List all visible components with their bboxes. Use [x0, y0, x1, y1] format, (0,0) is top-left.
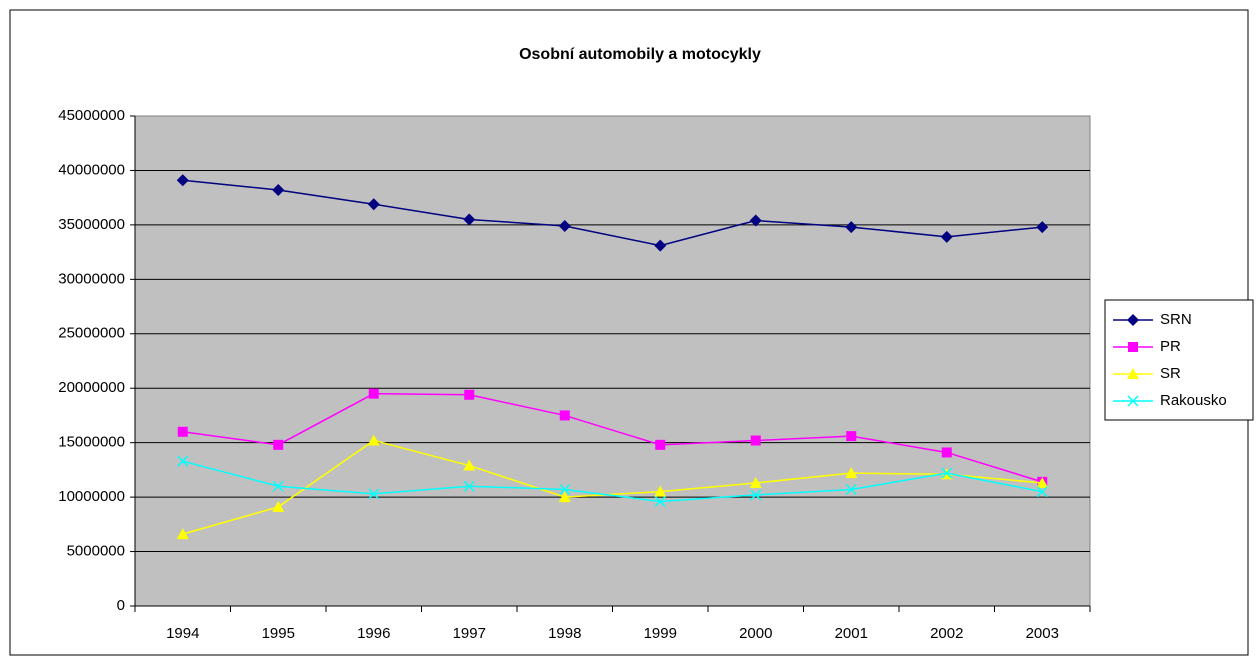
x-tick-label: 2003 — [1026, 625, 1059, 642]
marker — [367, 434, 380, 446]
marker — [559, 410, 570, 421]
y-tick-label: 25000000 — [58, 325, 125, 342]
y-tick-label: 10000000 — [58, 488, 125, 505]
marker — [1127, 395, 1139, 407]
y-tick-label: 45000000 — [58, 107, 125, 124]
marker — [845, 483, 857, 496]
chart-title: Osobní automobily a motocykly — [519, 46, 761, 63]
marker — [559, 483, 571, 496]
marker — [177, 426, 188, 437]
marker — [177, 455, 189, 467]
marker — [273, 439, 284, 450]
y-tick-label: 40000000 — [58, 161, 125, 178]
marker — [272, 184, 285, 197]
y-tick-label: 5000000 — [67, 543, 125, 560]
marker — [558, 491, 571, 503]
marker — [463, 213, 476, 226]
legend-label: SRN — [1160, 311, 1192, 328]
marker — [1036, 486, 1048, 498]
marker — [176, 174, 189, 187]
marker — [1127, 368, 1139, 379]
legend-label: Rakousko — [1160, 392, 1227, 409]
marker — [750, 435, 761, 446]
legend-label: SR — [1160, 365, 1181, 382]
x-tick-label: 1995 — [262, 625, 295, 642]
marker — [176, 528, 189, 540]
marker — [368, 388, 379, 399]
plot-area — [134, 115, 1091, 607]
x-tick-label: 2002 — [930, 625, 963, 642]
x-tick-label: 1997 — [453, 625, 486, 642]
legend-label: PR — [1160, 338, 1181, 355]
marker — [558, 219, 571, 232]
x-tick-label: 1994 — [166, 625, 199, 642]
marker — [463, 480, 475, 492]
x-tick-label: 2000 — [739, 625, 772, 642]
series-line — [182, 392, 1043, 483]
y-tick-label: 35000000 — [58, 216, 125, 233]
marker — [368, 488, 380, 500]
marker — [750, 489, 762, 501]
x-tick-label: 1999 — [644, 625, 677, 642]
marker — [941, 467, 953, 479]
series-line — [182, 179, 1043, 247]
marker — [749, 476, 762, 488]
marker — [654, 239, 667, 252]
marker — [655, 439, 666, 450]
marker — [846, 431, 857, 442]
marker — [272, 480, 284, 492]
y-tick-label: 30000000 — [58, 270, 125, 287]
series-line — [182, 439, 1043, 535]
marker — [463, 459, 476, 471]
marker — [845, 467, 858, 479]
x-tick-label: 2001 — [835, 625, 868, 642]
marker — [1128, 342, 1138, 352]
marker — [654, 485, 667, 497]
marker — [749, 214, 762, 227]
marker — [941, 447, 952, 458]
marker — [845, 221, 858, 234]
series-line — [182, 460, 1043, 503]
marker — [1036, 221, 1049, 234]
y-tick-label: 20000000 — [58, 379, 125, 396]
y-tick-label: 15000000 — [58, 434, 125, 451]
marker — [654, 495, 666, 507]
marker — [464, 389, 475, 400]
y-tick-label: 0 — [117, 597, 125, 614]
marker — [1036, 476, 1049, 488]
x-tick-label: 1998 — [548, 625, 581, 642]
marker — [367, 198, 380, 211]
marker — [272, 500, 285, 512]
marker — [940, 230, 953, 243]
x-tick-label: 1996 — [357, 625, 390, 642]
marker — [1127, 314, 1139, 326]
